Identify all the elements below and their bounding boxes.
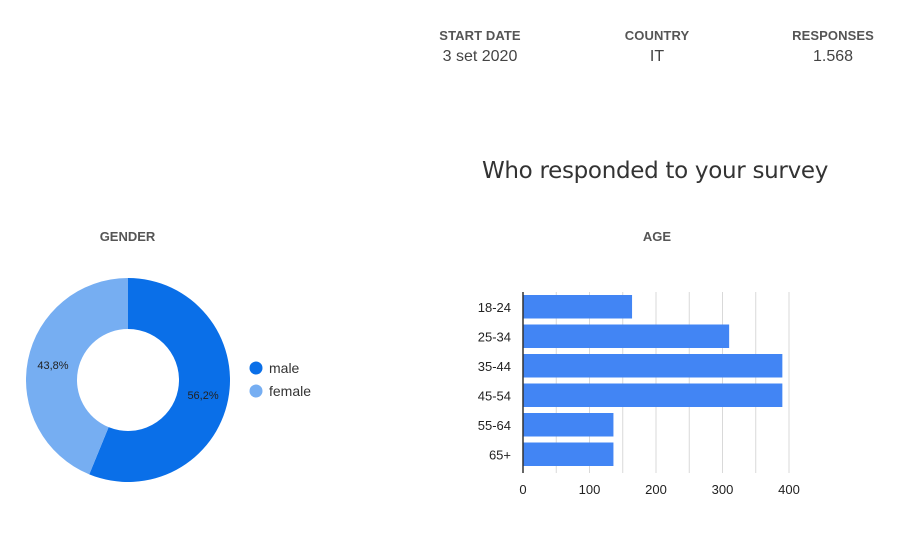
age-bar-18-24 [523, 295, 633, 319]
x-tick-label: 100 [579, 482, 601, 497]
x-tick-label: 400 [778, 482, 800, 497]
stat-label: START DATE [439, 28, 521, 43]
age-category-label: 18-24 [478, 300, 511, 315]
age-bar-35-44 [523, 354, 783, 378]
gender-donut-chart: 56,2% 43,8% male female [25, 278, 311, 482]
x-tick-label: 0 [519, 482, 526, 497]
age-category-label: 55-64 [478, 418, 511, 433]
legend-label-male: male [269, 360, 300, 376]
legend-swatch-female [249, 384, 263, 398]
age-category-label: 25-34 [478, 329, 511, 344]
stat-start-date: START DATE 3 set 2020 [420, 28, 540, 66]
stat-label: COUNTRY [624, 28, 690, 43]
age-chart-title: AGE [642, 229, 672, 244]
slice-label-male: 56,2% [187, 390, 218, 402]
stat-value: 1.568 [812, 48, 854, 65]
page-title: Who responded to your survey [481, 158, 829, 184]
gender-chart-title: GENDER [99, 229, 156, 244]
age-bar-chart: 18-24 25-34 35-44 45-54 55-64 65+ 0 100 200 300 40… [478, 292, 800, 497]
age-category-label: 35-44 [478, 359, 511, 374]
stat-label: RESPONSES [792, 28, 874, 43]
slice-label-female: 43,8% [37, 360, 68, 372]
age-category-label: 65+ [489, 447, 511, 462]
x-tick-label: 300 [712, 482, 734, 497]
donut-slice-female [25, 278, 128, 475]
stat-country: COUNTRY IT [597, 28, 717, 66]
stat-value: 3 set 2020 [442, 48, 518, 65]
legend-swatch-male [249, 361, 263, 375]
x-tick-label: 200 [645, 482, 667, 497]
age-bar-45-54 [523, 383, 783, 407]
age-category-label: 45-54 [478, 388, 511, 403]
legend-label-female: female [269, 383, 311, 399]
age-bar-25-34 [523, 324, 730, 348]
stat-responses: RESPONSES 1.568 [773, 28, 893, 66]
donut-slice-male [89, 278, 230, 482]
age-bar-65+ [523, 442, 614, 466]
stat-value: IT [649, 48, 665, 65]
age-bar-55-64 [523, 413, 614, 437]
